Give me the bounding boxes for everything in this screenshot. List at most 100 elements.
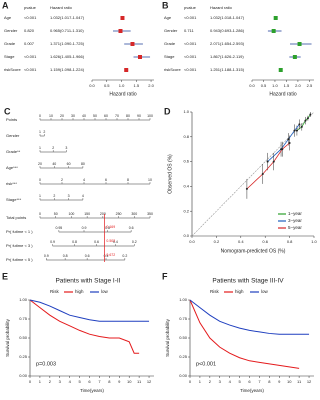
scale-tick-label: 3 xyxy=(68,194,70,198)
scale-tick-label: 0 xyxy=(39,178,41,182)
legend-label: high xyxy=(235,289,244,294)
legend-label: low xyxy=(261,289,269,294)
scale-tick-label: 60 xyxy=(104,114,108,118)
scale-tick-label: 1 xyxy=(39,146,41,150)
y-tick-label: 0.2 xyxy=(183,208,189,213)
scale-tick-label: 30 xyxy=(71,114,75,118)
row-name: Grade xyxy=(4,41,16,46)
scale-tick-label: 250 xyxy=(116,212,122,216)
x-tick-label: 3 xyxy=(59,379,62,384)
scale-tick-label: 60 xyxy=(67,162,71,166)
x-tick-label: 3 xyxy=(219,379,222,384)
x-tick-label: 11 xyxy=(297,379,302,384)
scale-tick-label: 4 xyxy=(83,178,85,182)
x-axis-title: Time(years) xyxy=(80,388,104,393)
calibration-point xyxy=(288,142,291,144)
scale-tick-label: 2 xyxy=(52,146,54,150)
hazard-ratio-text: 1.032(1.018-1.047) xyxy=(210,15,245,20)
x-tick-label: 1.0 xyxy=(119,83,125,88)
calibration-point xyxy=(306,117,309,120)
p-value: p<0.001 xyxy=(196,361,216,367)
legend-label: 3−year xyxy=(288,218,302,223)
y-tick-label: 0.6 xyxy=(183,159,189,164)
scale-tick-label: 20 xyxy=(38,162,42,166)
x-tick-label: 11 xyxy=(137,379,142,384)
x-tick-label: 2 xyxy=(49,379,52,384)
x-tick-label: 0.0 xyxy=(249,83,255,88)
scale-tick-label: 0 xyxy=(39,114,41,118)
x-tick-label: 0.0 xyxy=(189,239,195,244)
scale-tick-label: 70 xyxy=(115,114,119,118)
y-tick-label: 0.75 xyxy=(19,316,28,321)
calibration-point xyxy=(298,123,301,126)
x-tick-label: 0.2 xyxy=(214,239,220,244)
x-tick-label: 6 xyxy=(248,379,251,384)
scale-tick-label: 0.2 xyxy=(132,240,137,244)
scale-tick-label: 6 xyxy=(105,178,107,182)
x-tick-label: 5 xyxy=(238,379,241,384)
scale-tick-label: 2 xyxy=(43,130,45,134)
x-tick-label: 1 xyxy=(39,379,42,384)
hazard-ratio-text: 0.943(0.693-1.286) xyxy=(210,28,245,33)
x-axis-title: Time(years) xyxy=(240,388,264,393)
scale-tick-label: 0.2 xyxy=(122,254,127,258)
y-tick-label: 0.25 xyxy=(19,354,28,359)
scale-tick-label: 0.9 xyxy=(82,226,87,230)
p-value: <0.001 xyxy=(184,67,197,72)
scale-name: Total points xyxy=(6,215,26,220)
p-value: <0.001 xyxy=(184,41,197,46)
scale-tick-label: 50 xyxy=(93,114,97,118)
calibration-point xyxy=(261,173,264,175)
y-tick-label: 0.0 xyxy=(183,233,189,238)
hazard-ratio-point xyxy=(120,16,125,20)
y-axis-title: Survival probability xyxy=(165,318,170,357)
scale-tick-label: 3 xyxy=(65,146,67,150)
hazard-ratio-point xyxy=(271,29,276,33)
panel-label: F xyxy=(162,271,168,281)
x-tick-label: 10 xyxy=(287,379,292,384)
scale-tick-label: 150 xyxy=(84,212,90,216)
scale-name: Stage*** xyxy=(6,197,22,202)
hazard-ratio-point xyxy=(292,55,297,59)
scale-tick-label: 300 xyxy=(131,212,137,216)
scale-tick-label: 1 xyxy=(39,194,41,198)
p-value: <0.001 xyxy=(24,54,37,59)
x-tick-label: 4 xyxy=(69,379,72,384)
x-tick-label: 5 xyxy=(78,379,81,384)
scale-tick-label: 10 xyxy=(49,114,53,118)
x-tick-label: 4 xyxy=(229,379,232,384)
row-name: Gender xyxy=(164,28,178,33)
x-axis-title: Nomogram-predicted OS (%) xyxy=(221,248,286,254)
calibration-point xyxy=(245,187,248,190)
row-name: Stage xyxy=(4,54,15,59)
scale-tick-label: 80 xyxy=(81,162,85,166)
legend-label: low xyxy=(101,289,109,294)
scale-tick-label: 0.6 xyxy=(129,226,134,230)
p-value: p=0.003 xyxy=(36,361,56,367)
x-tick-label: 0 xyxy=(189,379,192,384)
hazard-ratio-point xyxy=(118,29,123,33)
scale-name: Grade** xyxy=(6,149,21,154)
scale-tick-label: 10 xyxy=(148,178,152,182)
y-tick-label: 0.50 xyxy=(19,335,28,340)
y-tick-label: 0.50 xyxy=(179,335,188,340)
y-tick-label: 1.00 xyxy=(179,297,188,302)
scale-tick-label: 0.6 xyxy=(94,240,99,244)
panel-label: D xyxy=(164,106,171,116)
x-tick-label: 9 xyxy=(118,379,121,384)
x-tick-label: 2.0 xyxy=(148,83,154,88)
panel-label: C xyxy=(4,106,11,116)
calibration-point xyxy=(266,160,269,163)
calibration-point xyxy=(272,160,275,163)
x-tick-label: 1.5 xyxy=(134,83,140,88)
marker-label: 0.169 xyxy=(106,225,115,229)
scale-tick-label: 50 xyxy=(54,212,58,216)
scale-tick-label: 0.8 xyxy=(63,254,68,258)
calibration-point xyxy=(281,148,284,151)
x-tick-label: 8 xyxy=(268,379,271,384)
panel-label: A xyxy=(2,0,9,10)
column-header: Hazard ratio xyxy=(210,5,233,10)
legend-label: high xyxy=(75,289,84,294)
hazard-ratio-text: 1.867(1.626-2.119) xyxy=(210,54,244,59)
